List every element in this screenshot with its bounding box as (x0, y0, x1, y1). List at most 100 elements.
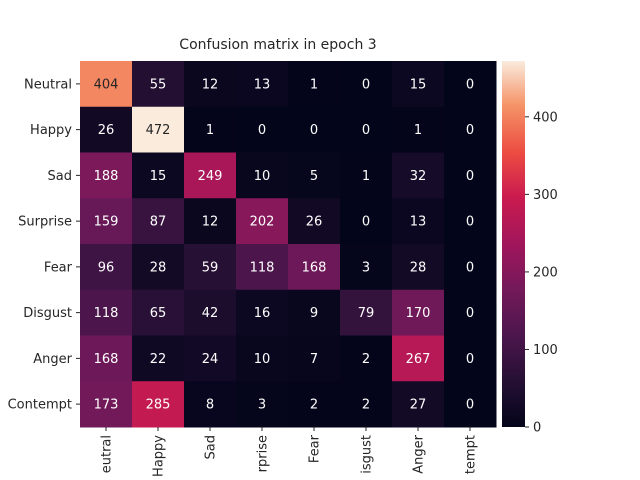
heatmap-cell (392, 198, 445, 245)
heatmap-cell (288, 198, 341, 245)
cell-value-label: 3 (258, 398, 266, 413)
heatmap-cell (236, 335, 289, 382)
cell-value-label: 0 (466, 352, 474, 367)
cell-value-label: 16 (254, 306, 271, 321)
heatmap-cell (444, 244, 497, 291)
heatmap-cell (236, 61, 289, 108)
heatmap-cell (184, 244, 237, 291)
cell-value-label: 118 (94, 306, 119, 321)
cell-value-label: 12 (202, 215, 219, 230)
cell-value-label: 28 (410, 260, 427, 275)
colorbar-ticks: 0 100 200 300 400 (525, 110, 558, 436)
heatmap-cell (184, 61, 237, 108)
chart-title: Confusion matrix in epoch 3 (179, 37, 376, 53)
cell-value-label: 0 (362, 77, 370, 92)
colorbar-tick-label: 300 (533, 188, 558, 203)
heatmap-cell (184, 381, 237, 428)
cell-value-label: 15 (410, 77, 427, 92)
heatmap-cell (236, 381, 289, 428)
cell-value-label: 13 (410, 215, 427, 230)
cell-value-label: 0 (466, 398, 474, 413)
y-tick-label: Anger (33, 352, 72, 367)
heatmap-cell (80, 198, 133, 245)
x-tick-label: Sad (204, 435, 219, 459)
x-tick-label: rprise (256, 435, 271, 472)
cell-value-label: 285 (146, 398, 171, 413)
heatmap-cell (340, 335, 393, 382)
heatmap-cell (288, 289, 341, 336)
heatmap-cell (132, 152, 185, 199)
cell-value-label: 8 (206, 398, 214, 413)
heatmap-cell (340, 244, 393, 291)
heatmap-cell (288, 61, 341, 108)
heatmap-cell (288, 335, 341, 382)
heatmap-cell (288, 152, 341, 199)
cell-value-label: 0 (466, 169, 474, 184)
heatmap-cell (184, 152, 237, 199)
x-tick-label: Fear (308, 434, 323, 463)
heatmap-cell (340, 152, 393, 199)
cell-value-label: 10 (254, 169, 271, 184)
heatmap-cell (340, 381, 393, 428)
y-tick-label: Happy (30, 123, 72, 138)
cell-value-label: 1 (362, 169, 370, 184)
cell-value-label: 404 (94, 77, 119, 92)
cell-value-label: 59 (202, 260, 219, 275)
colorbar-tick-label: 0 (533, 421, 541, 436)
colorbar (502, 61, 525, 427)
heatmap-cell (184, 198, 237, 245)
cell-value-label: 24 (202, 352, 219, 367)
cell-value-label: 0 (466, 123, 474, 138)
heatmap-cell (132, 244, 185, 291)
y-tick-label: Fear (44, 260, 73, 275)
y-tick-label: Contempt (8, 398, 72, 413)
heatmap-cell (236, 244, 289, 291)
heatmap-cell (444, 106, 497, 153)
cell-value-label: 118 (250, 260, 275, 275)
cell-value-label: 0 (362, 215, 370, 230)
heatmap-cell (340, 61, 393, 108)
heatmap-cell (80, 244, 133, 291)
x-axis-ticks: eutral Happy Sad rprise Fear isgust Anger tempt (100, 427, 479, 477)
cell-value-label: 13 (254, 77, 271, 92)
cell-value-label: 0 (466, 77, 474, 92)
heatmap-cell (236, 106, 289, 153)
cell-value-label: 79 (358, 306, 375, 321)
cell-value-label: 0 (310, 123, 318, 138)
heatmap-cell (80, 381, 133, 428)
heatmap-cell (340, 106, 393, 153)
cell-value-label: 159 (94, 215, 119, 230)
colorbar-tick-label: 100 (533, 343, 558, 358)
heatmap-cell (392, 381, 445, 428)
cell-value-label: 9 (310, 306, 318, 321)
heatmap-cell (80, 106, 133, 153)
cell-value-label: 7 (310, 352, 318, 367)
cell-value-label: 168 (302, 260, 327, 275)
x-tick-label: Happy (152, 435, 167, 477)
heatmap-cell (288, 244, 341, 291)
cell-value-label: 188 (94, 169, 119, 184)
cell-value-label: 249 (198, 169, 223, 184)
y-axis-ticks: Neutral Happy Sad Surprise Fear Disgust Anger C… (8, 77, 80, 413)
heatmap-cell (132, 106, 185, 153)
heatmap-cell (132, 61, 185, 108)
heatmap-cell (340, 289, 393, 336)
heatmap-cell (392, 244, 445, 291)
cell-value-label: 173 (94, 398, 119, 413)
cell-value-label: 55 (150, 77, 167, 92)
cell-value-label: 87 (150, 215, 167, 230)
heatmap-cell (392, 106, 445, 153)
heatmap-cell (132, 335, 185, 382)
y-tick-label: Neutral (24, 77, 72, 92)
cell-value-label: 12 (202, 77, 219, 92)
cell-value-label: 472 (146, 123, 171, 138)
heatmap-cell (184, 335, 237, 382)
x-tick-label: tempt (464, 435, 479, 474)
y-tick-label: Disgust (23, 306, 72, 321)
heatmap-cell (288, 106, 341, 153)
cell-value-label: 26 (98, 123, 115, 138)
heatmap-cell (80, 152, 133, 199)
heatmap-cell (444, 198, 497, 245)
y-tick-label: Surprise (18, 215, 72, 230)
